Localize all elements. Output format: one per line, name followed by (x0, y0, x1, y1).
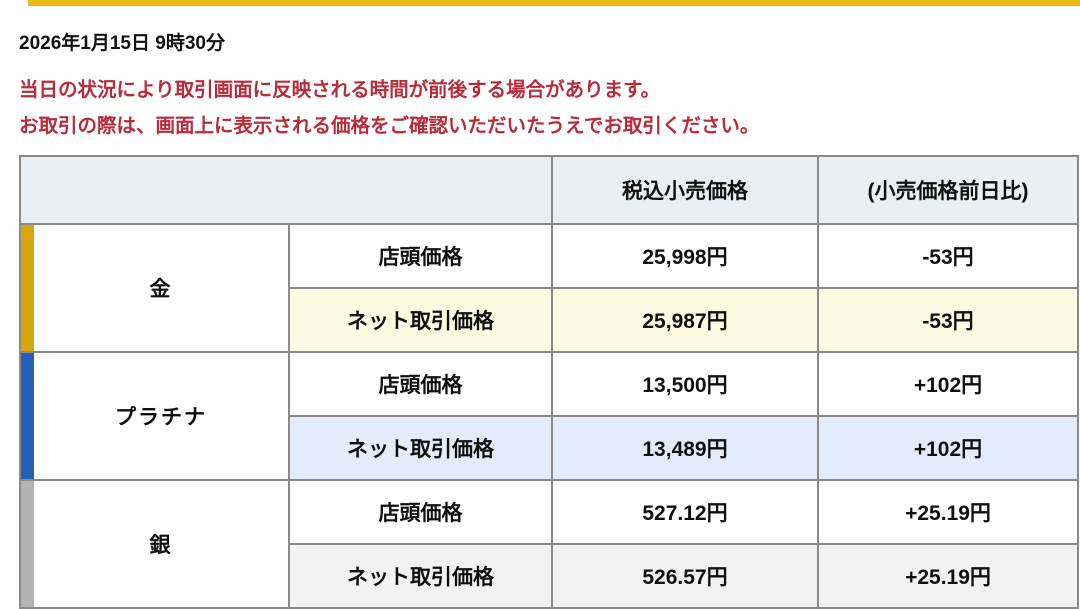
price-value-cell: 13,500円 (551, 351, 819, 417)
metal-name-label: プラチナ (115, 406, 207, 429)
price-value-cell: 527.12円 (551, 479, 819, 545)
price-delta-cell: +25.19円 (817, 543, 1079, 609)
metal-accent-bar (21, 225, 34, 351)
table-row: ネット取引価格 13,489円 +102円 (20, 415, 1079, 481)
notice-text: 当日の状況により取引画面に反映される時間が前後する場合があります。 お取引の際は… (19, 72, 759, 144)
price-kind-cell: 店頭価格 (288, 351, 553, 417)
price-value-cell: 25,998円 (551, 223, 819, 289)
page-content: 2026年1月15日 9時30分 当日の状況により取引画面に反映される時間が前後… (0, 6, 1080, 609)
metal-name-cell: プラチナ (19, 351, 290, 481)
price-table-header: 税込小売価格 (小売価格前日比) (19, 155, 1079, 225)
price-value-cell: 13,489円 (551, 415, 819, 481)
price-kind-cell: 店頭価格 (288, 223, 553, 289)
price-kind-cell: ネット取引価格 (288, 543, 553, 609)
price-table: 税込小売価格 (小売価格前日比) 金店頭価格 25,998円 -53円 ネット取引価格… (19, 155, 1079, 609)
metal-accent-bar (21, 353, 34, 479)
top-accent-bar (28, 0, 1080, 6)
metal-accent-bar (21, 481, 34, 607)
price-delta-cell: -53円 (817, 287, 1079, 353)
table-row: ネット取引価格 25,987円 -53円 (20, 287, 1079, 353)
price-table-container: 税込小売価格 (小売価格前日比) 金店頭価格 25,998円 -53円 ネット取引価格… (19, 155, 1080, 609)
header-blank (19, 155, 553, 225)
header-retail-price-day-change: (小売価格前日比) (817, 155, 1079, 225)
price-table-body: 金店頭価格 25,998円 -53円 ネット取引価格 25,987円 -53円 プラチナ 店頭… (19, 223, 1079, 609)
table-row: 銀 店頭価格 527.12円 +25.19円 (19, 479, 1079, 609)
metal-name-cell: 金 (19, 223, 290, 353)
notice-line-1: 当日の状況により取引画面に反映される時間が前後する場合があります。 (19, 79, 661, 101)
notice-line-2: お取引の際は、画面上に表示される価格をご確認いただいたうえでお取引ください。 (19, 115, 760, 137)
table-row: プラチナ 店頭価格 13,500円 +102円 (19, 351, 1079, 481)
metal-name-label: 銀 (149, 534, 173, 557)
price-delta-cell: +25.19円 (817, 479, 1079, 545)
table-row: ネット取引価格 526.57円 +25.19円 (20, 543, 1079, 609)
metal-name-cell: 銀 (19, 479, 290, 609)
price-value-cell: 25,987円 (551, 287, 819, 353)
price-delta-cell: -53円 (817, 223, 1079, 289)
price-delta-cell: +102円 (817, 415, 1079, 481)
price-kind-cell: ネット取引価格 (288, 415, 553, 481)
metal-name-label: 金 (149, 278, 173, 301)
header-row: 税込小売価格 (小売価格前日比) (19, 155, 1079, 225)
price-kind-cell: ネット取引価格 (288, 287, 553, 353)
table-row: 金 店頭価格 25,998円 -53円 (19, 223, 1079, 353)
price-kind-cell: 店頭価格 (288, 479, 553, 545)
price-timestamp: 2026年1月15日 9時30分 (19, 33, 225, 54)
price-value-cell: 526.57円 (551, 543, 819, 609)
price-delta-cell: +102円 (817, 351, 1079, 417)
header-tax-included-retail-price: 税込小売価格 (551, 155, 819, 225)
